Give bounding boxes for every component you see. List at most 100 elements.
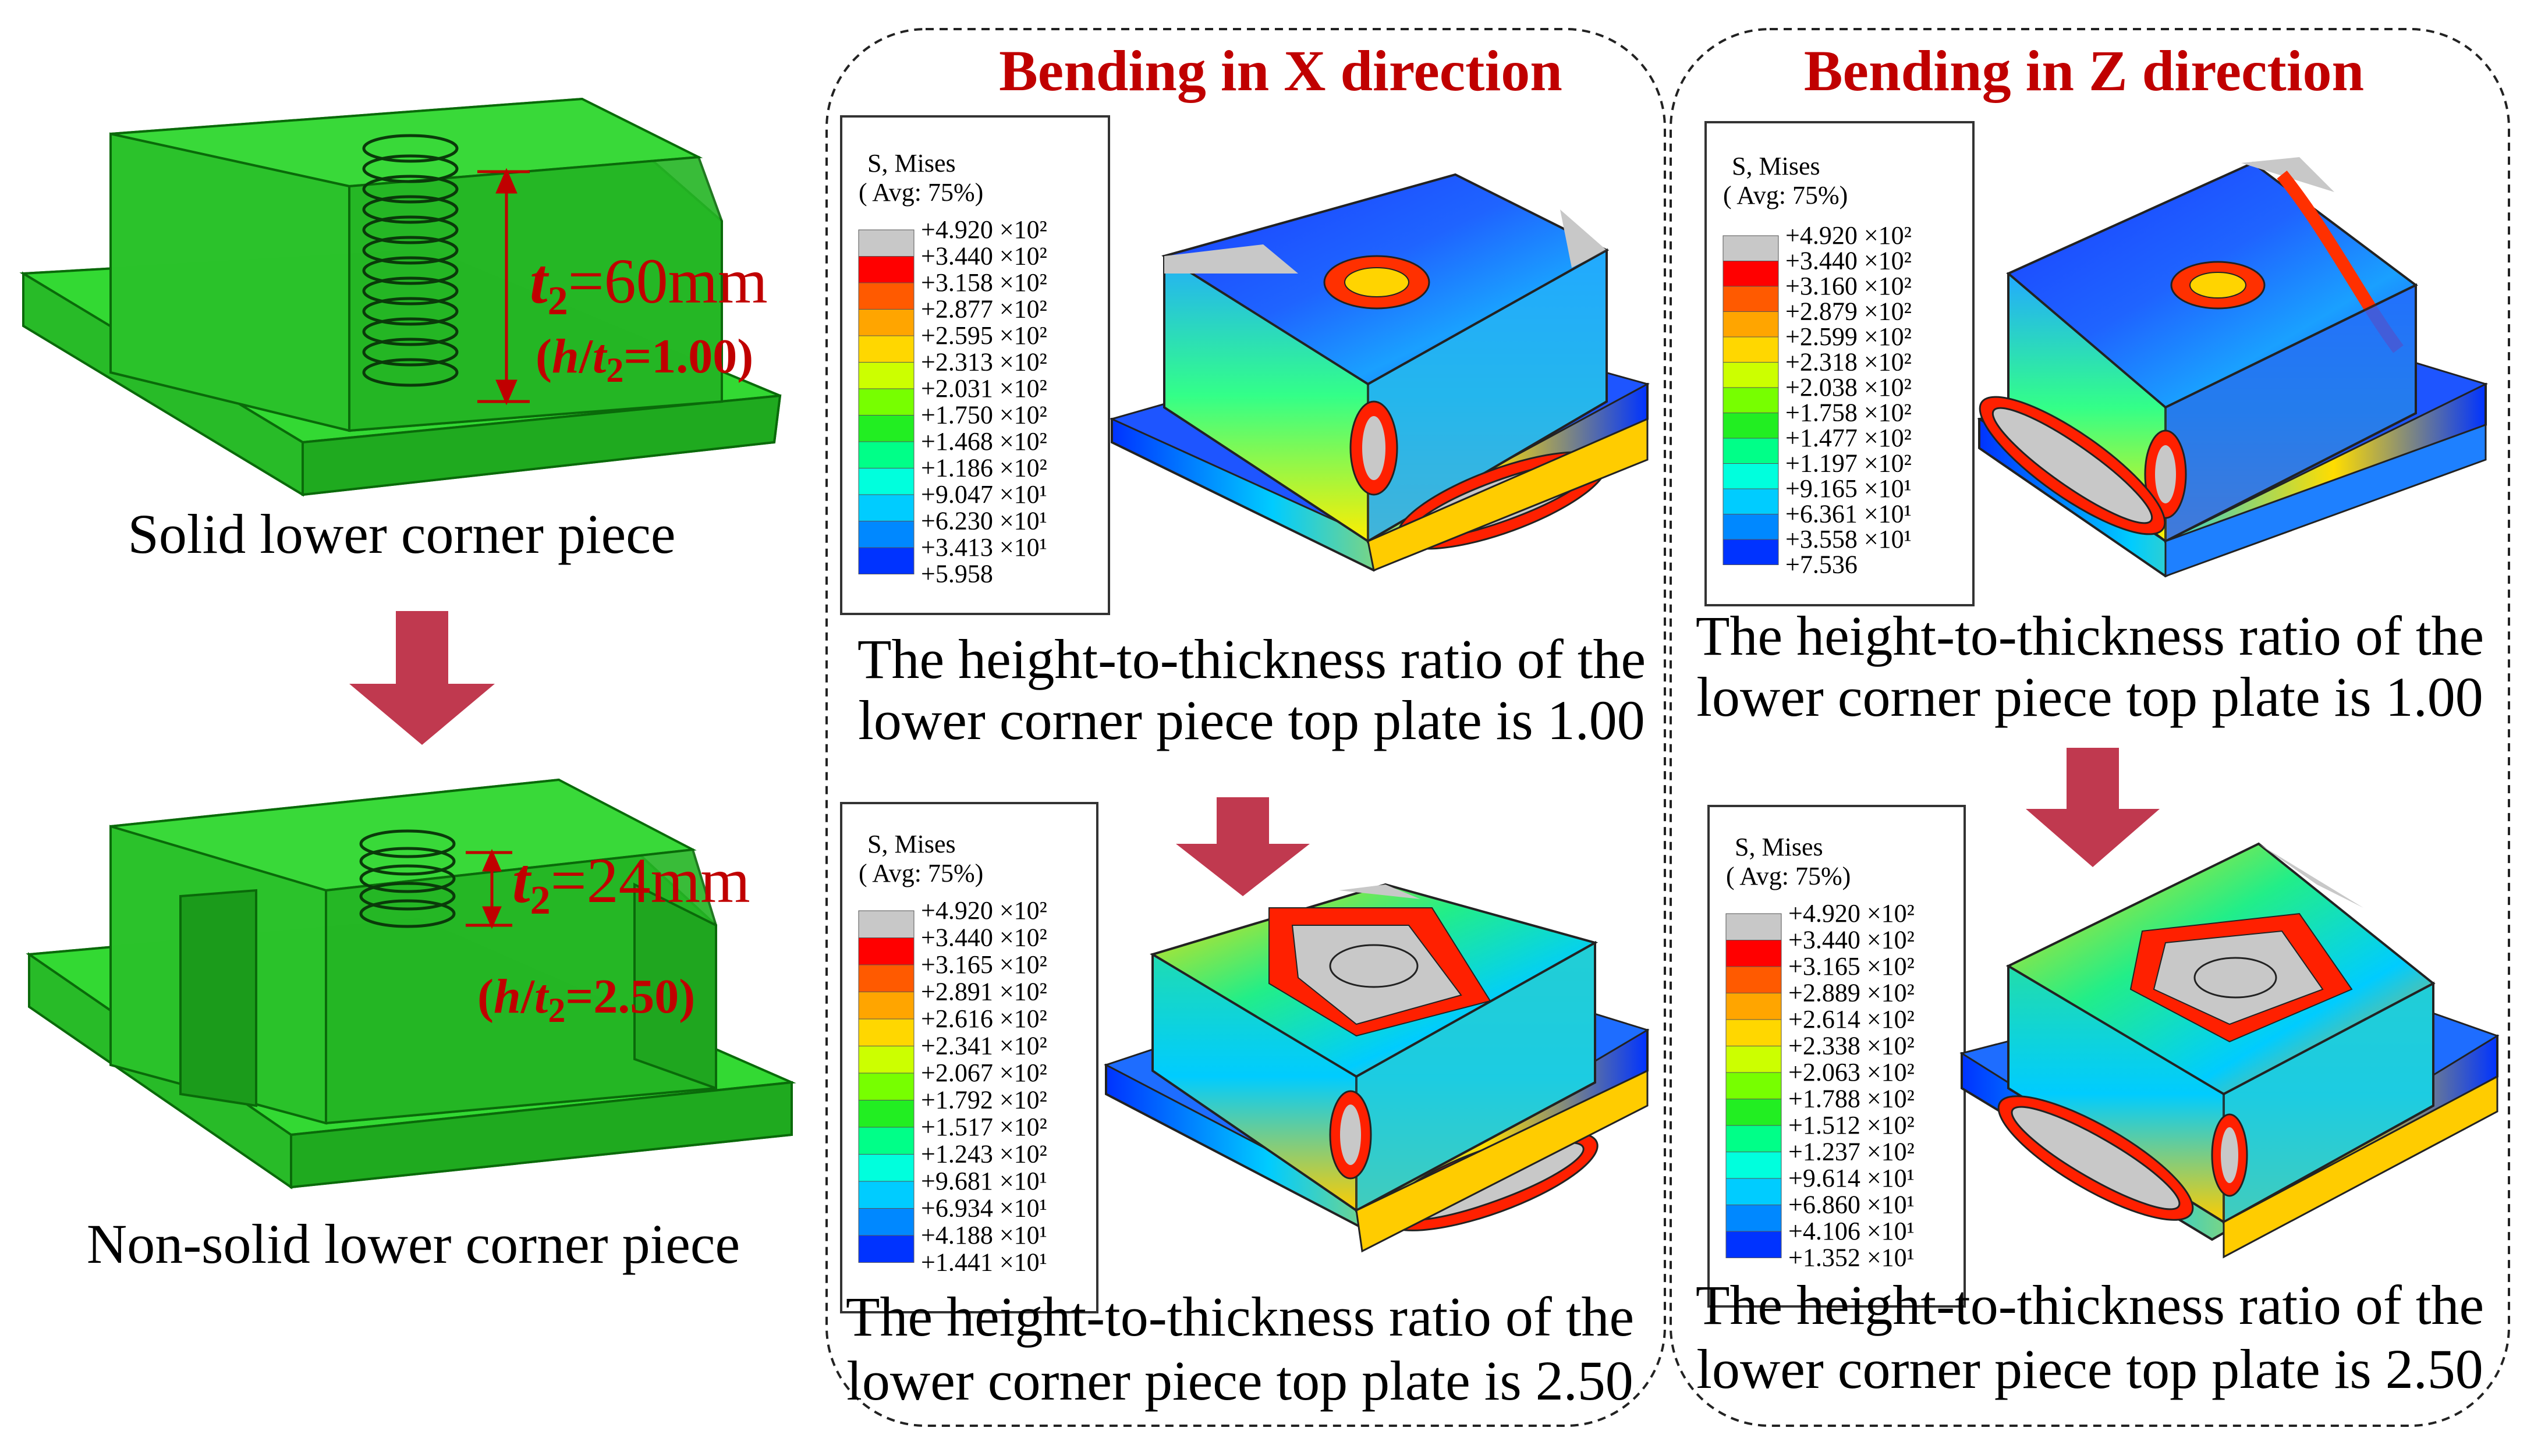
legend-color-band — [858, 494, 915, 521]
caption-z-top-line1: The height-to-thickness ratio of the — [1696, 605, 2484, 667]
legend-color-band — [858, 309, 915, 336]
legend-value: +2.338 ×10² — [1788, 1032, 1915, 1060]
legend-color-band — [1723, 514, 1779, 540]
svg-text:S, Mises: S, Mises — [1735, 833, 1823, 861]
legend-color-band — [858, 910, 915, 938]
nonsolid-caption: Non-solid lower corner piece — [87, 1213, 740, 1275]
legend-value: +4.188 ×10¹ — [921, 1221, 1047, 1249]
legend-color-band — [858, 441, 915, 468]
legend-value: +1.517 ×10² — [921, 1113, 1047, 1141]
legend-value: +3.160 ×10² — [1785, 272, 1912, 300]
legend-value: +3.440 ×10² — [1788, 926, 1915, 954]
legend-value: +2.031 ×10² — [921, 374, 1047, 403]
legend-color-band — [1723, 387, 1779, 413]
thread-coil-icon — [359, 829, 456, 928]
legend-color-band — [858, 282, 915, 310]
fe-model-x-top — [1109, 173, 1650, 572]
fe-model-x-bottom — [1104, 883, 1650, 1253]
legend-value: +3.158 ×10² — [921, 268, 1047, 297]
legend-x-top: S, Mises ( Avg: 75%) +4.920 ×10²+3.440 ×… — [840, 115, 1110, 615]
legend-x-bottom: S, Mises ( Avg: 75%) +4.920 ×10²+3.440 ×… — [840, 802, 1098, 1313]
legend-color-band — [1723, 311, 1779, 338]
legend-color-band — [858, 1154, 915, 1182]
legend-color-band — [1723, 362, 1779, 388]
legend-value: +1.243 ×10² — [921, 1140, 1047, 1169]
legend-value: +3.165 ×10² — [921, 950, 1047, 979]
legend-color-band — [858, 547, 915, 574]
legend-color-band — [1725, 1099, 1782, 1126]
legend-value: +1.512 ×10² — [1788, 1111, 1915, 1139]
legend-value: +4.920 ×10² — [921, 215, 1047, 244]
legend-value: +4.920 ×10² — [1785, 221, 1912, 250]
panel-x-title: Bending in X direction — [999, 38, 1562, 103]
nonsolid-ratio-label: (h/t2=2.50) — [477, 970, 695, 1029]
down-arrow-icon — [349, 611, 495, 745]
legend-value: +6.361 ×10¹ — [1785, 500, 1912, 528]
legend-value: +2.879 ×10² — [1785, 297, 1912, 326]
legend-value: +1.468 ×10² — [921, 427, 1047, 456]
svg-text:( Avg: 75%): ( Avg: 75%) — [859, 859, 983, 887]
legend-value: +1.352 ×10¹ — [1788, 1244, 1915, 1272]
nonsolid-thickness-label: t2=24mm — [512, 845, 750, 923]
legend-value: +2.614 ×10² — [1788, 1005, 1915, 1034]
legend-color-band — [858, 1073, 915, 1100]
panel-z-title: Bending in Z direction — [1804, 38, 2364, 103]
svg-text:( Avg: 75%): ( Avg: 75%) — [859, 178, 983, 207]
legend-color-band — [1725, 1046, 1782, 1073]
thickness-dimension-line — [466, 848, 512, 929]
legend-value: +3.413 ×10¹ — [921, 533, 1047, 562]
legend-value: +2.313 ×10² — [921, 348, 1047, 377]
legend-value: +3.165 ×10² — [1788, 952, 1915, 981]
legend-value: +9.614 ×10¹ — [1788, 1164, 1915, 1192]
legend-color-band — [1725, 1205, 1782, 1232]
legend-value: +6.230 ×10¹ — [921, 507, 1047, 535]
legend-color-band — [858, 992, 915, 1020]
legend-value: +2.318 ×10² — [1785, 348, 1912, 377]
thickness-dimension-line — [477, 168, 530, 406]
legend-color-band — [1723, 539, 1779, 565]
legend-value: +2.595 ×10² — [921, 321, 1047, 350]
legend-color-band — [1725, 913, 1782, 940]
legend-color-band — [1725, 1125, 1782, 1152]
legend-color-band — [858, 1018, 915, 1046]
legend-value: +2.877 ×10² — [921, 295, 1047, 324]
legend-color-band — [858, 229, 915, 257]
legend-value: +2.889 ×10² — [1788, 979, 1915, 1007]
legend-value: +4.920 ×10² — [921, 896, 1047, 925]
caption-z-top-line2: lower corner piece top plate is 1.00 — [1696, 666, 2483, 728]
legend-color-band — [1723, 463, 1779, 489]
legend-color-band — [858, 964, 915, 992]
solid-thickness-label: t2=60mm — [530, 246, 768, 324]
legend-value: +9.681 ×10¹ — [921, 1167, 1047, 1195]
legend-color-band — [858, 1127, 915, 1155]
svg-text:( Avg: 75%): ( Avg: 75%) — [1723, 181, 1848, 209]
legend-color-band — [858, 1235, 915, 1263]
legend-color-band — [1725, 1231, 1782, 1258]
legend-value: +3.440 ×10² — [1785, 247, 1912, 275]
legend-color-band — [1725, 940, 1782, 967]
legend-color-band — [1723, 488, 1779, 514]
legend-color-band — [1723, 261, 1779, 287]
legend-color-band — [1725, 1152, 1782, 1179]
caption-z-bottom-line2: lower corner piece top plate is 2.50 — [1696, 1338, 2483, 1400]
legend-color-band — [1725, 1019, 1782, 1046]
legend-z-top: S, Mises ( Avg: 75%) +4.920 ×10²+3.440 ×… — [1704, 121, 1975, 606]
legend-value: +4.106 ×10¹ — [1788, 1217, 1915, 1245]
down-arrow-icon — [1176, 797, 1310, 896]
legend-value: +2.616 ×10² — [921, 1004, 1047, 1033]
legend-value: +1.441 ×10¹ — [921, 1248, 1047, 1277]
legend-color-band — [858, 1208, 915, 1236]
legend-color-band — [1725, 1178, 1782, 1205]
caption-z-bottom-line1: The height-to-thickness ratio of the — [1696, 1274, 2484, 1336]
legend-value: +3.558 ×10¹ — [1785, 525, 1912, 553]
legend-value: +3.440 ×10² — [921, 924, 1047, 952]
legend-color-band — [858, 256, 915, 283]
legend-value: +2.067 ×10² — [921, 1059, 1047, 1087]
legend-value: +2.063 ×10² — [1788, 1058, 1915, 1086]
legend-value: +4.920 ×10² — [1788, 899, 1915, 928]
legend-value: +1.750 ×10² — [921, 401, 1047, 429]
legend-color-band — [1725, 966, 1782, 993]
legend-color-band — [1723, 336, 1779, 363]
legend-color-band — [1725, 993, 1782, 1020]
